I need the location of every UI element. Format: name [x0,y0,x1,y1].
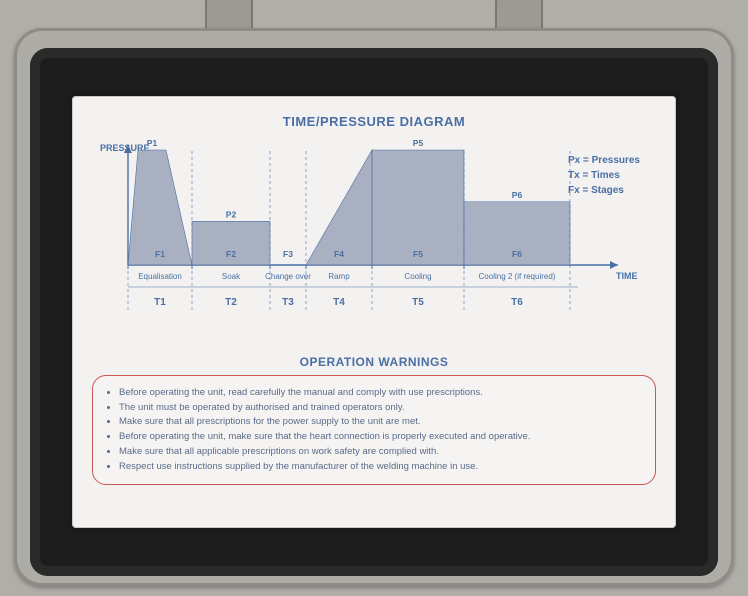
warnings-title: OPERATION WARNINGS [92,355,656,369]
warning-item: Make sure that all applicable prescripti… [119,445,639,460]
warnings-list: Before operating the unit, read carefull… [119,386,639,474]
chart-legend: Px = Pressures Tx = Times Fx = Stages [568,153,640,198]
legend-fx: Fx = Stages [568,183,640,198]
svg-text:T4: T4 [333,297,345,308]
time-pressure-chart: PRESSURETIMEF1P1EqualisationT1F2P2SoakT2… [92,135,656,345]
svg-text:P2: P2 [226,209,237,219]
legend-tx: Tx = Times [568,168,640,183]
svg-text:F5: F5 [413,249,423,259]
diagram-title: TIME/PRESSURE DIAGRAM [92,114,656,129]
svg-text:T1: T1 [154,297,166,308]
svg-text:P1: P1 [147,138,158,148]
case-latch [495,0,543,30]
svg-text:T5: T5 [412,297,424,308]
svg-text:F3: F3 [283,249,293,259]
svg-text:P5: P5 [413,138,424,148]
svg-text:T2: T2 [225,297,237,308]
svg-text:F6: F6 [512,249,522,259]
warnings-box: Before operating the unit, read carefull… [92,375,656,485]
svg-text:Cooling 2 (if required): Cooling 2 (if required) [479,272,556,281]
instruction-card: TIME/PRESSURE DIAGRAM PRESSURETIMEF1P1Eq… [72,96,676,528]
svg-text:T6: T6 [511,297,523,308]
case-latch [205,0,253,30]
svg-text:F4: F4 [334,249,344,259]
svg-text:TIME: TIME [616,271,638,281]
svg-text:Soak: Soak [222,272,241,281]
svg-text:P6: P6 [512,190,523,200]
svg-text:Ramp: Ramp [328,272,350,281]
warning-item: Make sure that all prescriptions for the… [119,415,639,430]
svg-text:T3: T3 [282,297,294,308]
legend-px: Px = Pressures [568,153,640,168]
svg-text:F2: F2 [226,249,236,259]
warning-item: Before operating the unit, make sure tha… [119,430,639,445]
svg-text:Equalisation: Equalisation [138,272,182,281]
svg-text:F1: F1 [155,249,165,259]
svg-text:Change over: Change over [265,272,311,281]
warning-item: The unit must be operated by authorised … [119,401,639,416]
warning-item: Respect use instructions supplied by the… [119,460,639,475]
warning-item: Before operating the unit, read carefull… [119,386,639,401]
svg-text:Cooling: Cooling [404,272,431,281]
